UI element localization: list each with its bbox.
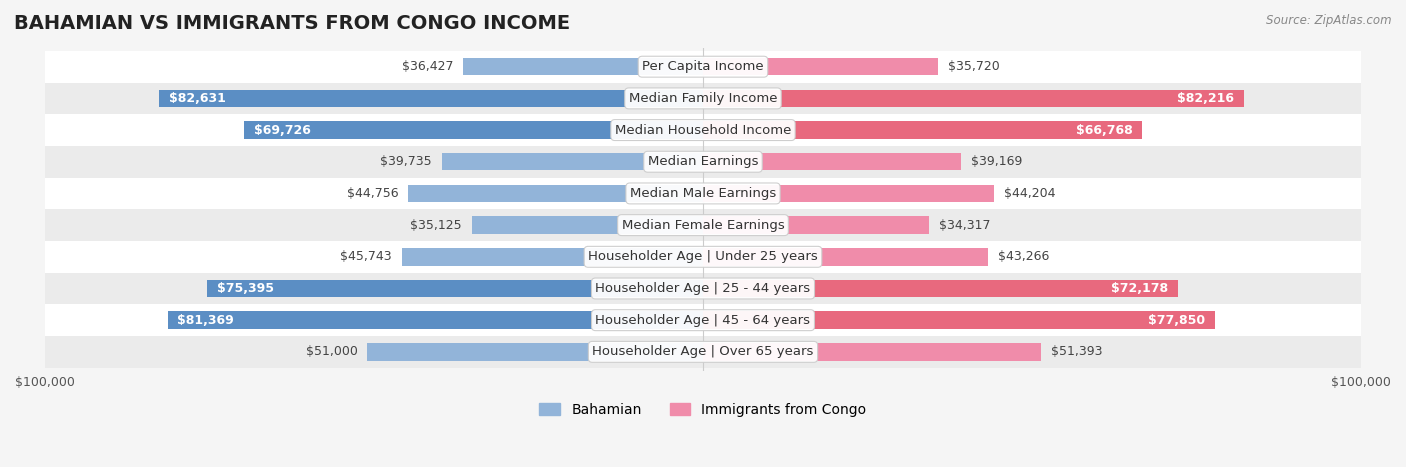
Bar [207, 280, 703, 297]
Text: Median Female Earnings: Median Female Earnings [621, 219, 785, 232]
Text: $81,369: $81,369 [177, 314, 235, 327]
Text: $51,393: $51,393 [1052, 346, 1102, 358]
Text: Householder Age | 45 - 64 years: Householder Age | 45 - 64 years [596, 314, 810, 327]
Bar [367, 343, 703, 361]
Text: $82,631: $82,631 [169, 92, 226, 105]
Bar [167, 311, 703, 329]
Text: $77,850: $77,850 [1149, 314, 1205, 327]
Bar [441, 153, 703, 170]
Text: $43,266: $43,266 [998, 250, 1049, 263]
Bar [703, 185, 994, 202]
Bar [45, 209, 1361, 241]
Bar [159, 90, 703, 107]
Bar [703, 248, 988, 266]
Text: $35,125: $35,125 [411, 219, 463, 232]
Bar [45, 51, 1361, 83]
Text: $36,427: $36,427 [402, 60, 453, 73]
Text: $51,000: $51,000 [305, 346, 357, 358]
Text: $66,768: $66,768 [1076, 124, 1132, 136]
Bar [472, 216, 703, 234]
Text: $45,743: $45,743 [340, 250, 392, 263]
Bar [45, 146, 1361, 177]
Text: $34,317: $34,317 [939, 219, 990, 232]
Bar [703, 153, 960, 170]
Bar [464, 58, 703, 75]
Bar [45, 336, 1361, 368]
Text: Householder Age | Under 25 years: Householder Age | Under 25 years [588, 250, 818, 263]
Bar [45, 177, 1361, 209]
Bar [703, 90, 1244, 107]
Text: $35,720: $35,720 [948, 60, 1000, 73]
Bar [703, 121, 1143, 139]
Bar [703, 216, 929, 234]
Text: $39,169: $39,169 [970, 155, 1022, 168]
Text: Median Family Income: Median Family Income [628, 92, 778, 105]
Text: Householder Age | 25 - 44 years: Householder Age | 25 - 44 years [595, 282, 811, 295]
Text: $44,204: $44,204 [1004, 187, 1056, 200]
Bar [45, 304, 1361, 336]
Text: Source: ZipAtlas.com: Source: ZipAtlas.com [1267, 14, 1392, 27]
Text: Per Capita Income: Per Capita Income [643, 60, 763, 73]
Bar [245, 121, 703, 139]
Bar [703, 58, 938, 75]
Text: $39,735: $39,735 [380, 155, 432, 168]
Text: Median Male Earnings: Median Male Earnings [630, 187, 776, 200]
Bar [409, 185, 703, 202]
Bar [703, 311, 1215, 329]
Bar [45, 114, 1361, 146]
Bar [703, 280, 1178, 297]
Text: $44,756: $44,756 [347, 187, 399, 200]
Text: $72,178: $72,178 [1111, 282, 1168, 295]
Text: $69,726: $69,726 [254, 124, 311, 136]
Bar [45, 83, 1361, 114]
Legend: Bahamian, Immigrants from Congo: Bahamian, Immigrants from Congo [534, 397, 872, 422]
Bar [45, 241, 1361, 273]
Text: Householder Age | Over 65 years: Householder Age | Over 65 years [592, 346, 814, 358]
Text: $82,216: $82,216 [1177, 92, 1234, 105]
Text: BAHAMIAN VS IMMIGRANTS FROM CONGO INCOME: BAHAMIAN VS IMMIGRANTS FROM CONGO INCOME [14, 14, 571, 33]
Bar [402, 248, 703, 266]
Text: Median Earnings: Median Earnings [648, 155, 758, 168]
Bar [703, 343, 1042, 361]
Bar [45, 273, 1361, 304]
Text: Median Household Income: Median Household Income [614, 124, 792, 136]
Text: $75,395: $75,395 [217, 282, 274, 295]
